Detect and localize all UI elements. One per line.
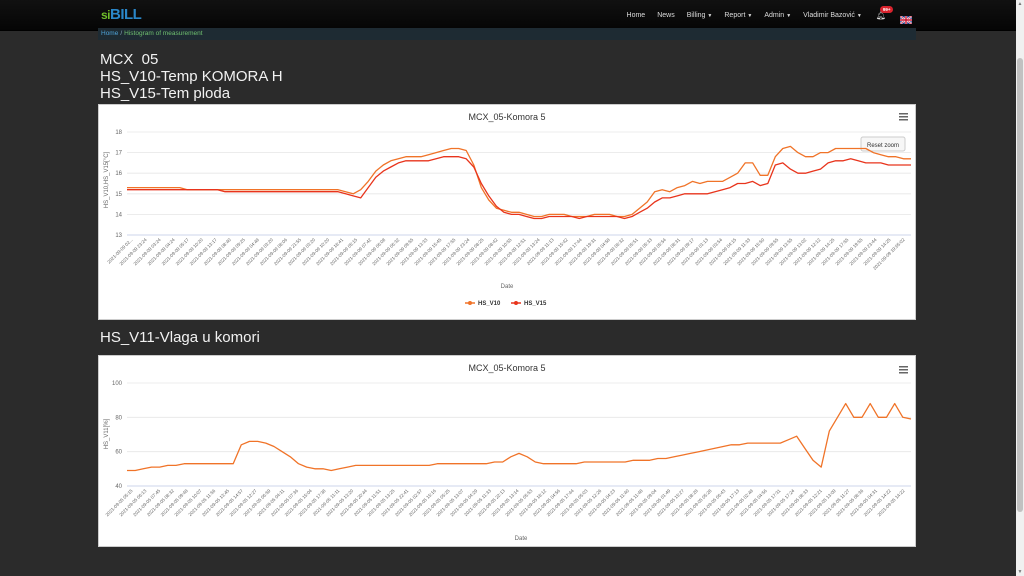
chart-title: MCX_05-Komora 5 bbox=[468, 112, 545, 122]
scrollbar-thumb[interactable] bbox=[1017, 58, 1023, 512]
device-heading: MCX 05 bbox=[100, 51, 159, 68]
y-tick-label: 16 bbox=[115, 171, 122, 177]
scroll-down-arrow-icon[interactable]: ▼ bbox=[1017, 569, 1023, 575]
legend-item-hs-v15[interactable]: HS_V15 bbox=[511, 301, 547, 307]
bell-icon: 🔔︎ bbox=[875, 10, 886, 20]
nav-admin-label: Admin bbox=[764, 11, 785, 19]
x-axis-label: Date bbox=[501, 284, 514, 290]
y-tick-label: 15 bbox=[115, 192, 122, 198]
chart-menu-icon[interactable] bbox=[899, 366, 908, 374]
sensor2-heading: HS_V15-Tem ploda bbox=[100, 85, 231, 102]
legend-item-hs-v10[interactable]: HS_V10 bbox=[465, 301, 501, 307]
series-line-hs-v11[interactable] bbox=[127, 402, 912, 472]
caret-down-icon: ▼ bbox=[707, 12, 713, 19]
nav-news-label: News bbox=[657, 11, 675, 19]
uk-flag-icon[interactable] bbox=[899, 11, 913, 25]
breadcrumb-separator: / bbox=[120, 30, 123, 37]
legend-label-hs-v15: HS_V15 bbox=[524, 301, 547, 307]
sensor1-heading: HS_V10-Temp KOMORA H bbox=[100, 68, 283, 85]
chart-title: MCX_05-Komora 5 bbox=[468, 363, 545, 373]
series-line-hs-v15[interactable] bbox=[127, 156, 911, 220]
logo-bill-text: BILL bbox=[110, 6, 142, 23]
breadcrumb: Home / Histogram of measurement bbox=[98, 28, 916, 40]
humidity-chart-panel: MCX_05-Komora 5 HS_V11[%] Date 40 60 80 100… bbox=[98, 355, 916, 547]
breadcrumb-home[interactable]: Home bbox=[101, 30, 119, 37]
notifications-button[interactable]: 🔔︎ 99+ bbox=[868, 5, 894, 20]
chart-legend: HS_V10 HS_V15 bbox=[465, 301, 547, 307]
caret-down-icon: ▼ bbox=[856, 12, 862, 19]
scroll-up-arrow-icon[interactable]: ▲ bbox=[1017, 1, 1023, 7]
breadcrumb-current: Histogram of measurement bbox=[124, 30, 203, 37]
y-tick-label: 17 bbox=[115, 151, 122, 157]
reset-zoom-button[interactable]: Reset zoom bbox=[860, 136, 906, 152]
y-axis-label: HS_V10,HS_V15[°C] bbox=[104, 151, 110, 208]
y-tick-label: 80 bbox=[115, 415, 122, 421]
nav-admin-dropdown[interactable]: Admin ▼ bbox=[758, 12, 797, 19]
nav-billing-dropdown[interactable]: Billing ▼ bbox=[681, 12, 719, 19]
reset-zoom-label: Reset zoom bbox=[867, 143, 899, 149]
nav-billing-label: Billing bbox=[686, 11, 706, 19]
caret-down-icon: ▼ bbox=[786, 12, 792, 19]
humidity-chart: MCX_05-Komora 5 HS_V11[%] Date 40 60 80 100… bbox=[104, 363, 912, 542]
series-line-hs-v10[interactable] bbox=[127, 145, 911, 218]
page-scrollbar[interactable]: ▲ ▼ bbox=[1016, 0, 1024, 576]
nav-report-dropdown[interactable]: Report ▼ bbox=[718, 12, 758, 19]
temperature-chart: MCX_05-Komora 5 Reset zoom HS_V10,HS_V15… bbox=[104, 112, 911, 307]
nav-user-dropdown[interactable]: Vladimir Bazović ▼ bbox=[797, 12, 868, 19]
y-axis-label: HS_V11[%] bbox=[104, 418, 110, 449]
nav-home-label: Home bbox=[626, 11, 646, 19]
y-tick-label: 100 bbox=[112, 381, 123, 387]
y-tick-label: 60 bbox=[115, 450, 122, 456]
y-tick-label: 18 bbox=[115, 130, 122, 136]
caret-down-icon: ▼ bbox=[747, 12, 753, 19]
chart-menu-icon[interactable] bbox=[899, 113, 908, 121]
y-tick-label: 40 bbox=[115, 484, 122, 490]
sibill-logo[interactable]: siBILL bbox=[101, 6, 142, 24]
y-tick-label: 14 bbox=[115, 212, 122, 218]
nav-news[interactable]: News bbox=[651, 12, 681, 19]
nav-report-label: Report bbox=[724, 11, 746, 19]
nav-home[interactable]: Home bbox=[621, 12, 652, 19]
logo-si-text: si bbox=[101, 8, 111, 22]
x-axis-label: Date bbox=[515, 536, 528, 542]
y-tick-label: 13 bbox=[115, 233, 122, 239]
nav-user-label: Vladimir Bazović bbox=[803, 11, 855, 19]
legend-label-hs-v10: HS_V10 bbox=[478, 301, 501, 307]
temperature-chart-panel: MCX_05-Komora 5 Reset zoom HS_V10,HS_V15… bbox=[98, 104, 916, 320]
section2-heading: HS_V11-Vlaga u komori bbox=[100, 329, 260, 346]
main-nav: Home News Billing ▼ Report ▼ Admin ▼ Vladim… bbox=[621, 0, 913, 30]
notification-badge: 99+ bbox=[879, 5, 894, 13]
top-navbar: siBILL Home News Billing ▼ Report ▼ Admin ▼… bbox=[0, 0, 1016, 31]
